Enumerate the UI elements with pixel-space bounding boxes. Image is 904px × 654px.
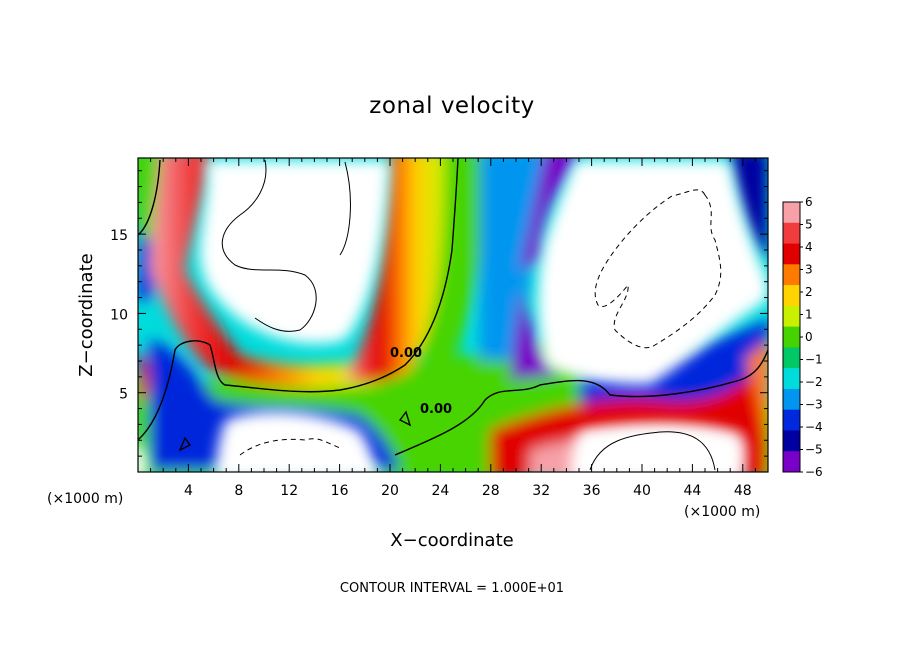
colorbar-swatch <box>783 326 800 348</box>
x-tick-label: 32 <box>532 483 550 499</box>
heatmap-field: 0.00 0.00 <box>138 158 768 472</box>
y-axis-label: Z−coordinate <box>76 253 97 376</box>
y-axis-ticks: 5 10 15 <box>110 170 768 457</box>
colorbar-label: −1 <box>805 353 823 367</box>
x-tick-label: 12 <box>280 483 298 499</box>
colorbar-label: 3 <box>805 263 813 277</box>
colorbar-label: −6 <box>805 465 823 479</box>
x-unit-left: (×1000 m) <box>47 491 123 507</box>
colorbar-label: −2 <box>805 375 823 389</box>
colorbar-swatch <box>783 451 800 473</box>
colorbar-swatch <box>783 430 800 452</box>
colorbar-swatch <box>783 368 800 390</box>
colorbar-label: 5 <box>805 218 813 232</box>
x-axis-label: X−coordinate <box>390 530 513 551</box>
colorbar-swatch <box>783 202 800 224</box>
colorbar-swatch <box>783 347 800 369</box>
contour-interval-note: CONTOUR INTERVAL = 1.000E+01 <box>340 581 564 596</box>
x-tick-label: 4 <box>184 483 193 499</box>
colorbar-swatch <box>783 243 800 265</box>
x-tick-label: 40 <box>633 483 651 499</box>
colorbar-swatch <box>783 305 800 327</box>
x-tick-label: 16 <box>331 483 349 499</box>
y-tick-label: 15 <box>110 228 128 244</box>
contour-lines <box>138 158 768 456</box>
colorbar-label: −3 <box>805 398 823 412</box>
colorbar-swatch <box>783 409 800 431</box>
colorbar-label: −5 <box>805 443 823 457</box>
y-tick-label: 5 <box>119 387 128 403</box>
contour-label-upper: 0.00 <box>390 346 422 361</box>
x-unit-right: (×1000 m) <box>684 504 760 520</box>
colorbar-label: 0 <box>805 330 813 344</box>
x-tick-label: 44 <box>683 483 701 499</box>
colorbar-swatch <box>783 388 800 410</box>
colorbar-label: 1 <box>805 308 813 322</box>
x-axis-ticks: 4 8 12 16 20 24 28 32 36 40 44 48 <box>150 158 756 499</box>
x-tick-label: 20 <box>381 483 399 499</box>
chart-title: zonal velocity <box>369 93 534 119</box>
colorbar-swatch <box>783 285 800 307</box>
colorbar-swatch <box>783 222 800 244</box>
colorbar: 6 5 4 3 2 1 0 −1 −2 −3 −4 −5 −6 <box>782 195 823 479</box>
x-tick-label: 28 <box>482 483 500 499</box>
contour-label-lower: 0.00 <box>420 402 452 417</box>
colorbar-label: −4 <box>805 420 823 434</box>
y-tick-label: 10 <box>110 307 128 323</box>
colorbar-label: 2 <box>805 285 813 299</box>
x-tick-label: 48 <box>734 483 752 499</box>
x-tick-label: 36 <box>583 483 601 499</box>
colorbar-label: 6 <box>805 195 813 209</box>
x-tick-label: 24 <box>431 483 449 499</box>
colorbar-swatch <box>783 264 800 286</box>
colorbar-label: 4 <box>805 240 813 254</box>
x-tick-label: 8 <box>234 483 243 499</box>
